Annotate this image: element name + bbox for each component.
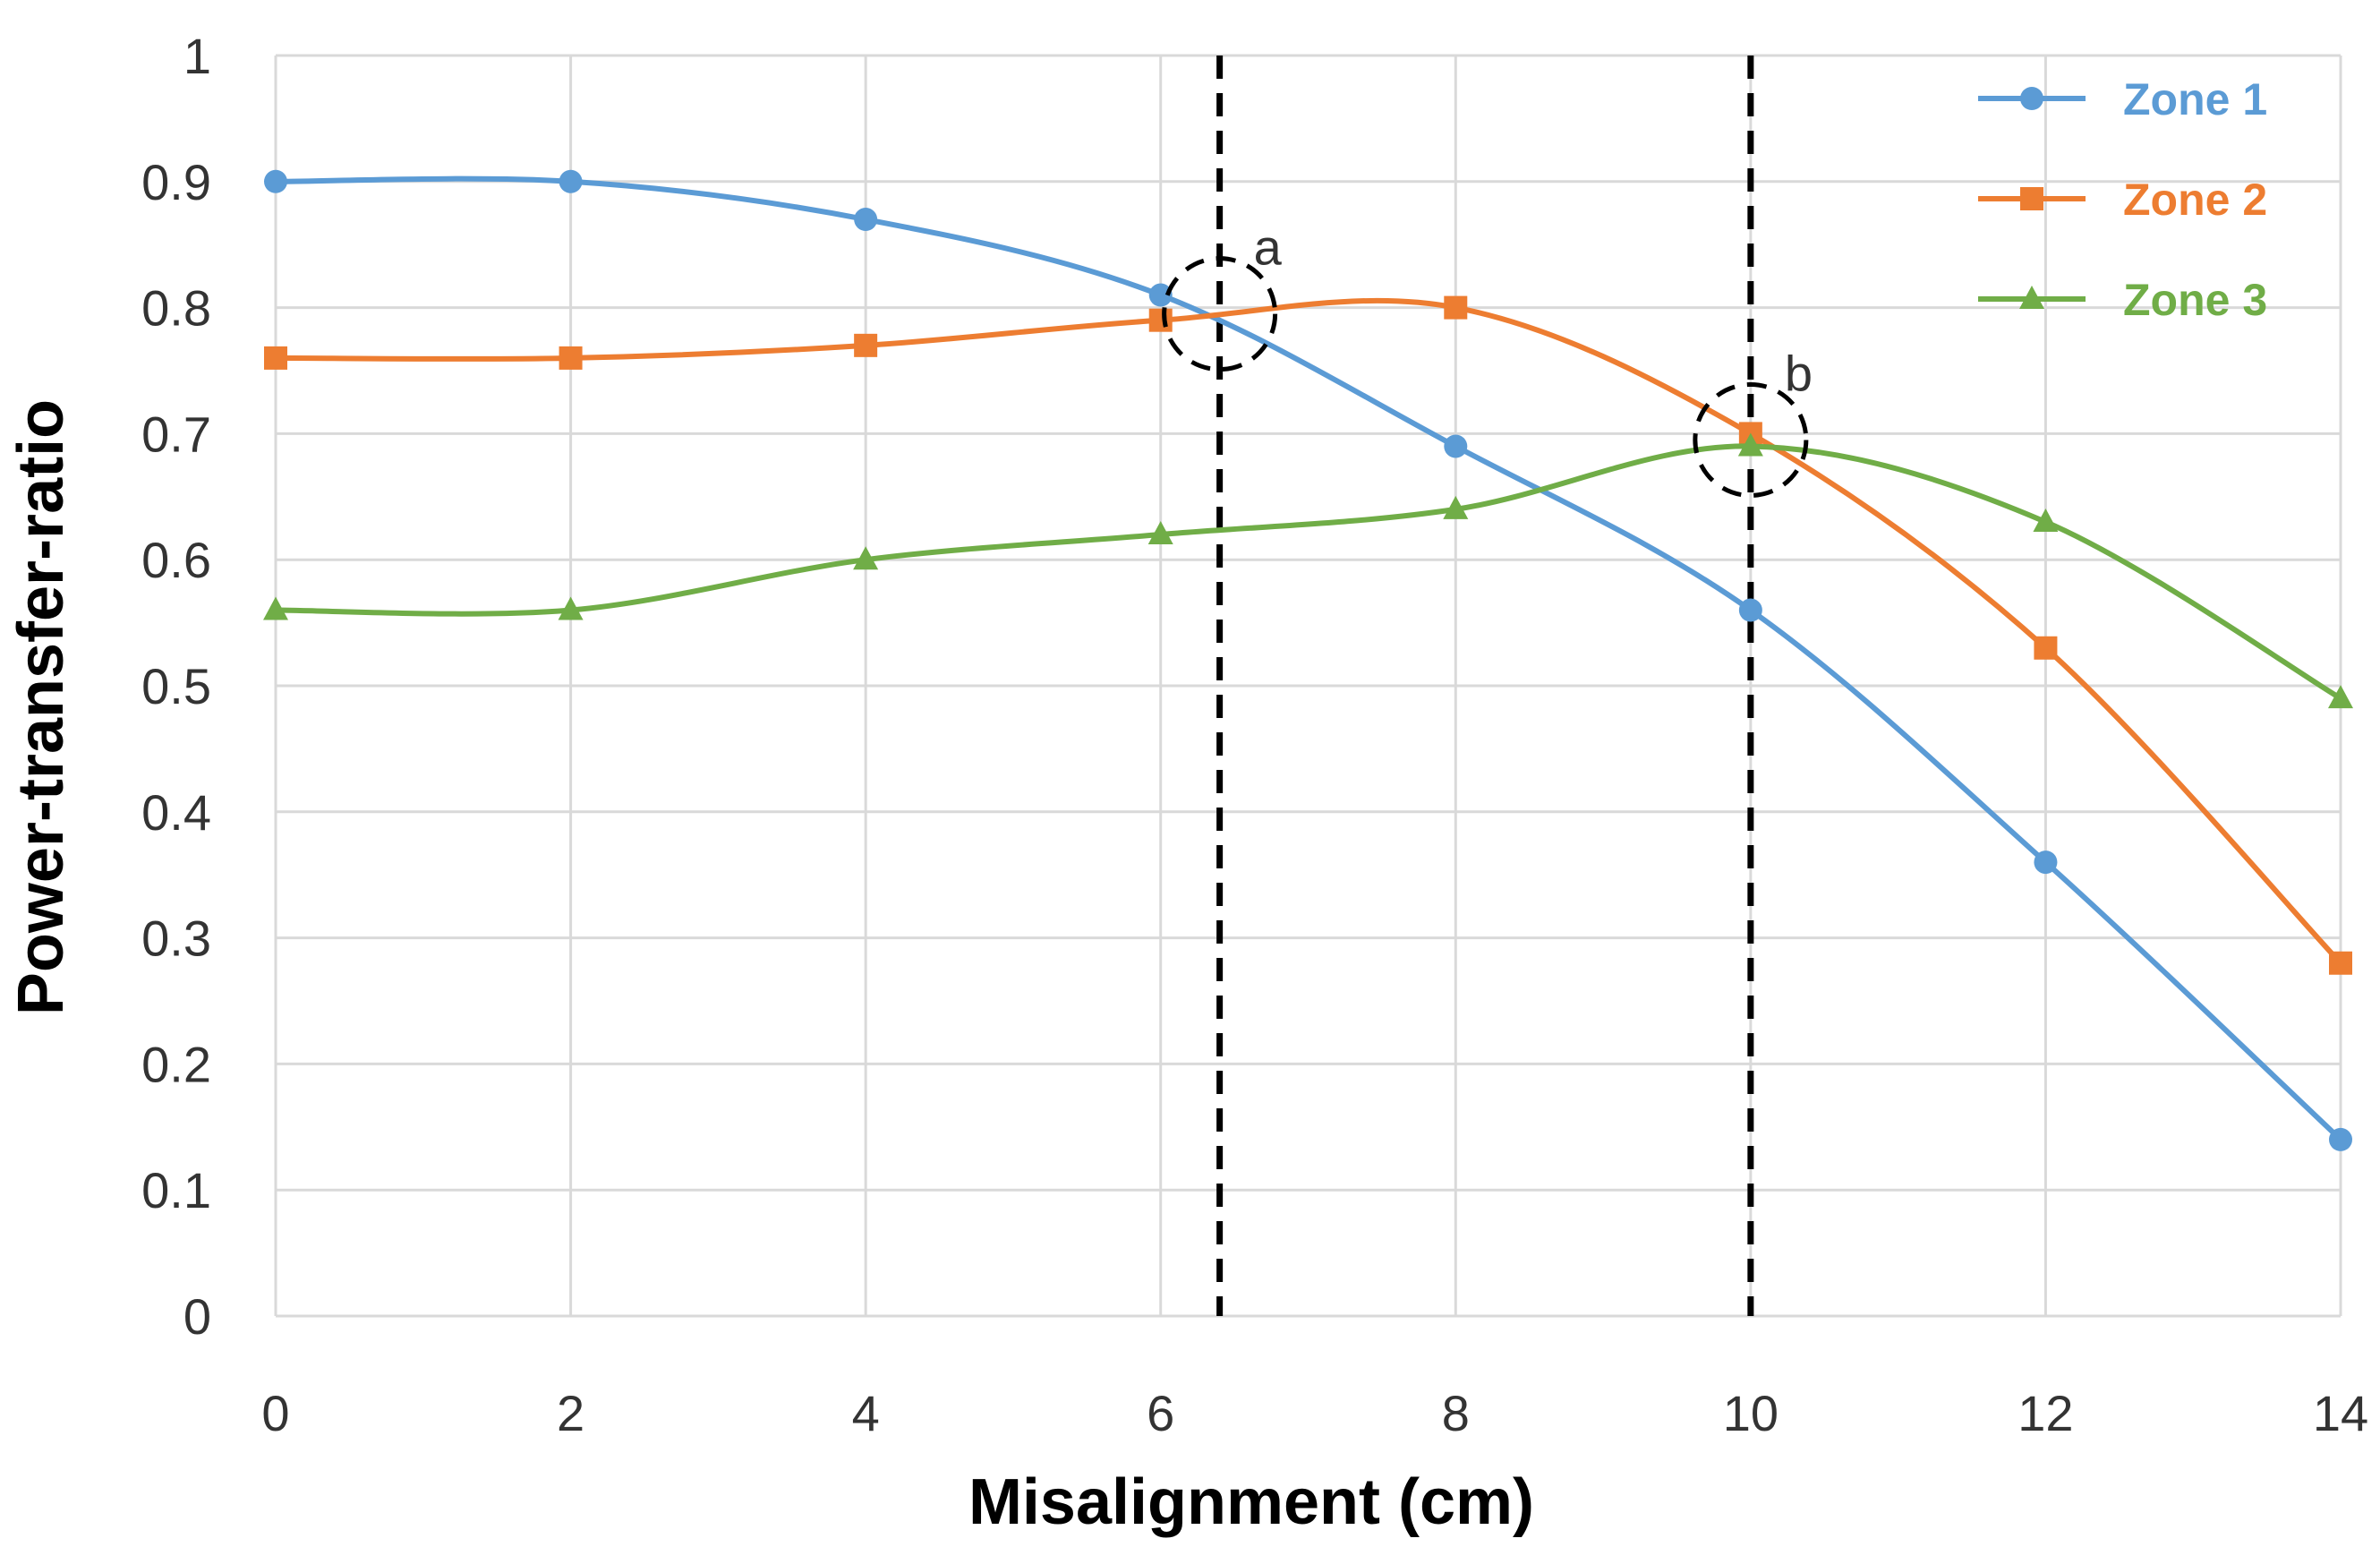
series-zone-1 [264,169,2352,1151]
x-tick-label: 12 [2017,1385,2073,1441]
x-tick-label: 10 [1723,1385,1779,1441]
y-tick-label: 0.5 [141,658,211,714]
zone-2-line [275,297,2343,965]
zone-2-point [559,346,583,370]
y-tick-label: 0.3 [141,910,211,967]
zone-3-point [1443,495,1469,519]
zone-3-point [2033,508,2059,532]
x-tick-label: 6 [1147,1385,1174,1441]
zone-2-point [854,333,878,357]
y-tick-label: 0.7 [141,406,211,462]
series-zone-2 [264,295,2352,975]
annotations: ab [1162,219,1813,498]
legend-marker-zone-2 [2020,187,2043,210]
y-tick-label: 0.8 [141,280,211,337]
y-tick-label: 0.1 [141,1162,211,1218]
zone-3-point [1737,432,1763,457]
zone-1-line [275,175,2343,1142]
zone-2-point [1148,308,1173,332]
zone-2-point [1444,295,1468,320]
series-zone-3 [263,432,2353,709]
legend-label-zone-2: Zone 2 [2123,175,2267,225]
y-axis-ticks: 0 0.1 0.2 0.3 0.4 0.5 0.6 0.7 0.8 0.9 1 [141,28,211,1345]
grid [274,54,2342,1318]
zone-1-point [1148,283,1173,307]
legend-marker-zone-1 [2020,87,2043,110]
reference-lines [1216,56,1754,1316]
legend-marker-zone-3 [2019,286,2044,309]
annotation-label-a: a [1254,219,1283,276]
x-axis-title: Misalignment (cm) [968,1466,1534,1538]
x-axis-ticks: 0 2 4 6 8 10 12 14 [261,1385,2368,1441]
intersection-circle-a [1162,256,1278,372]
zone-1-point [854,208,878,232]
zone-3-point [1147,521,1173,545]
legend-label-zone-1: Zone 1 [2123,74,2267,124]
zone-1-point [2329,1127,2352,1151]
legend-label-zone-3: Zone 3 [2123,275,2267,325]
zone-2-point [264,346,287,370]
y-tick-label: 0 [183,1288,211,1345]
y-tick-label: 0.6 [141,532,211,588]
zone-3-point [558,596,584,620]
annotation-label-b: b [1785,345,1813,401]
zone-1-point [1738,598,1762,622]
zone-3-point [2328,685,2353,709]
zone-3-point [853,546,879,570]
zone-2-point [2034,636,2058,660]
y-axis-title: Power-transfer-ratio [5,399,77,1015]
y-tick-label: 0.9 [141,154,211,210]
x-tick-label: 8 [1442,1385,1470,1441]
series [263,169,2353,1151]
intersection-circle-b [1693,381,1809,498]
y-tick-label: 0.2 [141,1036,211,1092]
x-tick-label: 0 [261,1385,289,1441]
zone-1-point [2034,850,2058,875]
y-tick-label: 1 [183,28,211,84]
zone-2-point [2329,951,2352,975]
y-tick-label: 0.4 [141,784,211,841]
zone-1-point [559,169,583,193]
legend: Zone 1 Zone 2 Zone 3 [1978,74,2267,325]
zone-3-point [263,596,288,620]
x-tick-label: 4 [852,1385,880,1441]
x-tick-label: 14 [2313,1385,2368,1441]
zone-3-line [275,443,2342,701]
x-tick-label: 2 [557,1385,584,1441]
zone-1-point [264,169,287,193]
zone-1-point [1444,434,1468,458]
